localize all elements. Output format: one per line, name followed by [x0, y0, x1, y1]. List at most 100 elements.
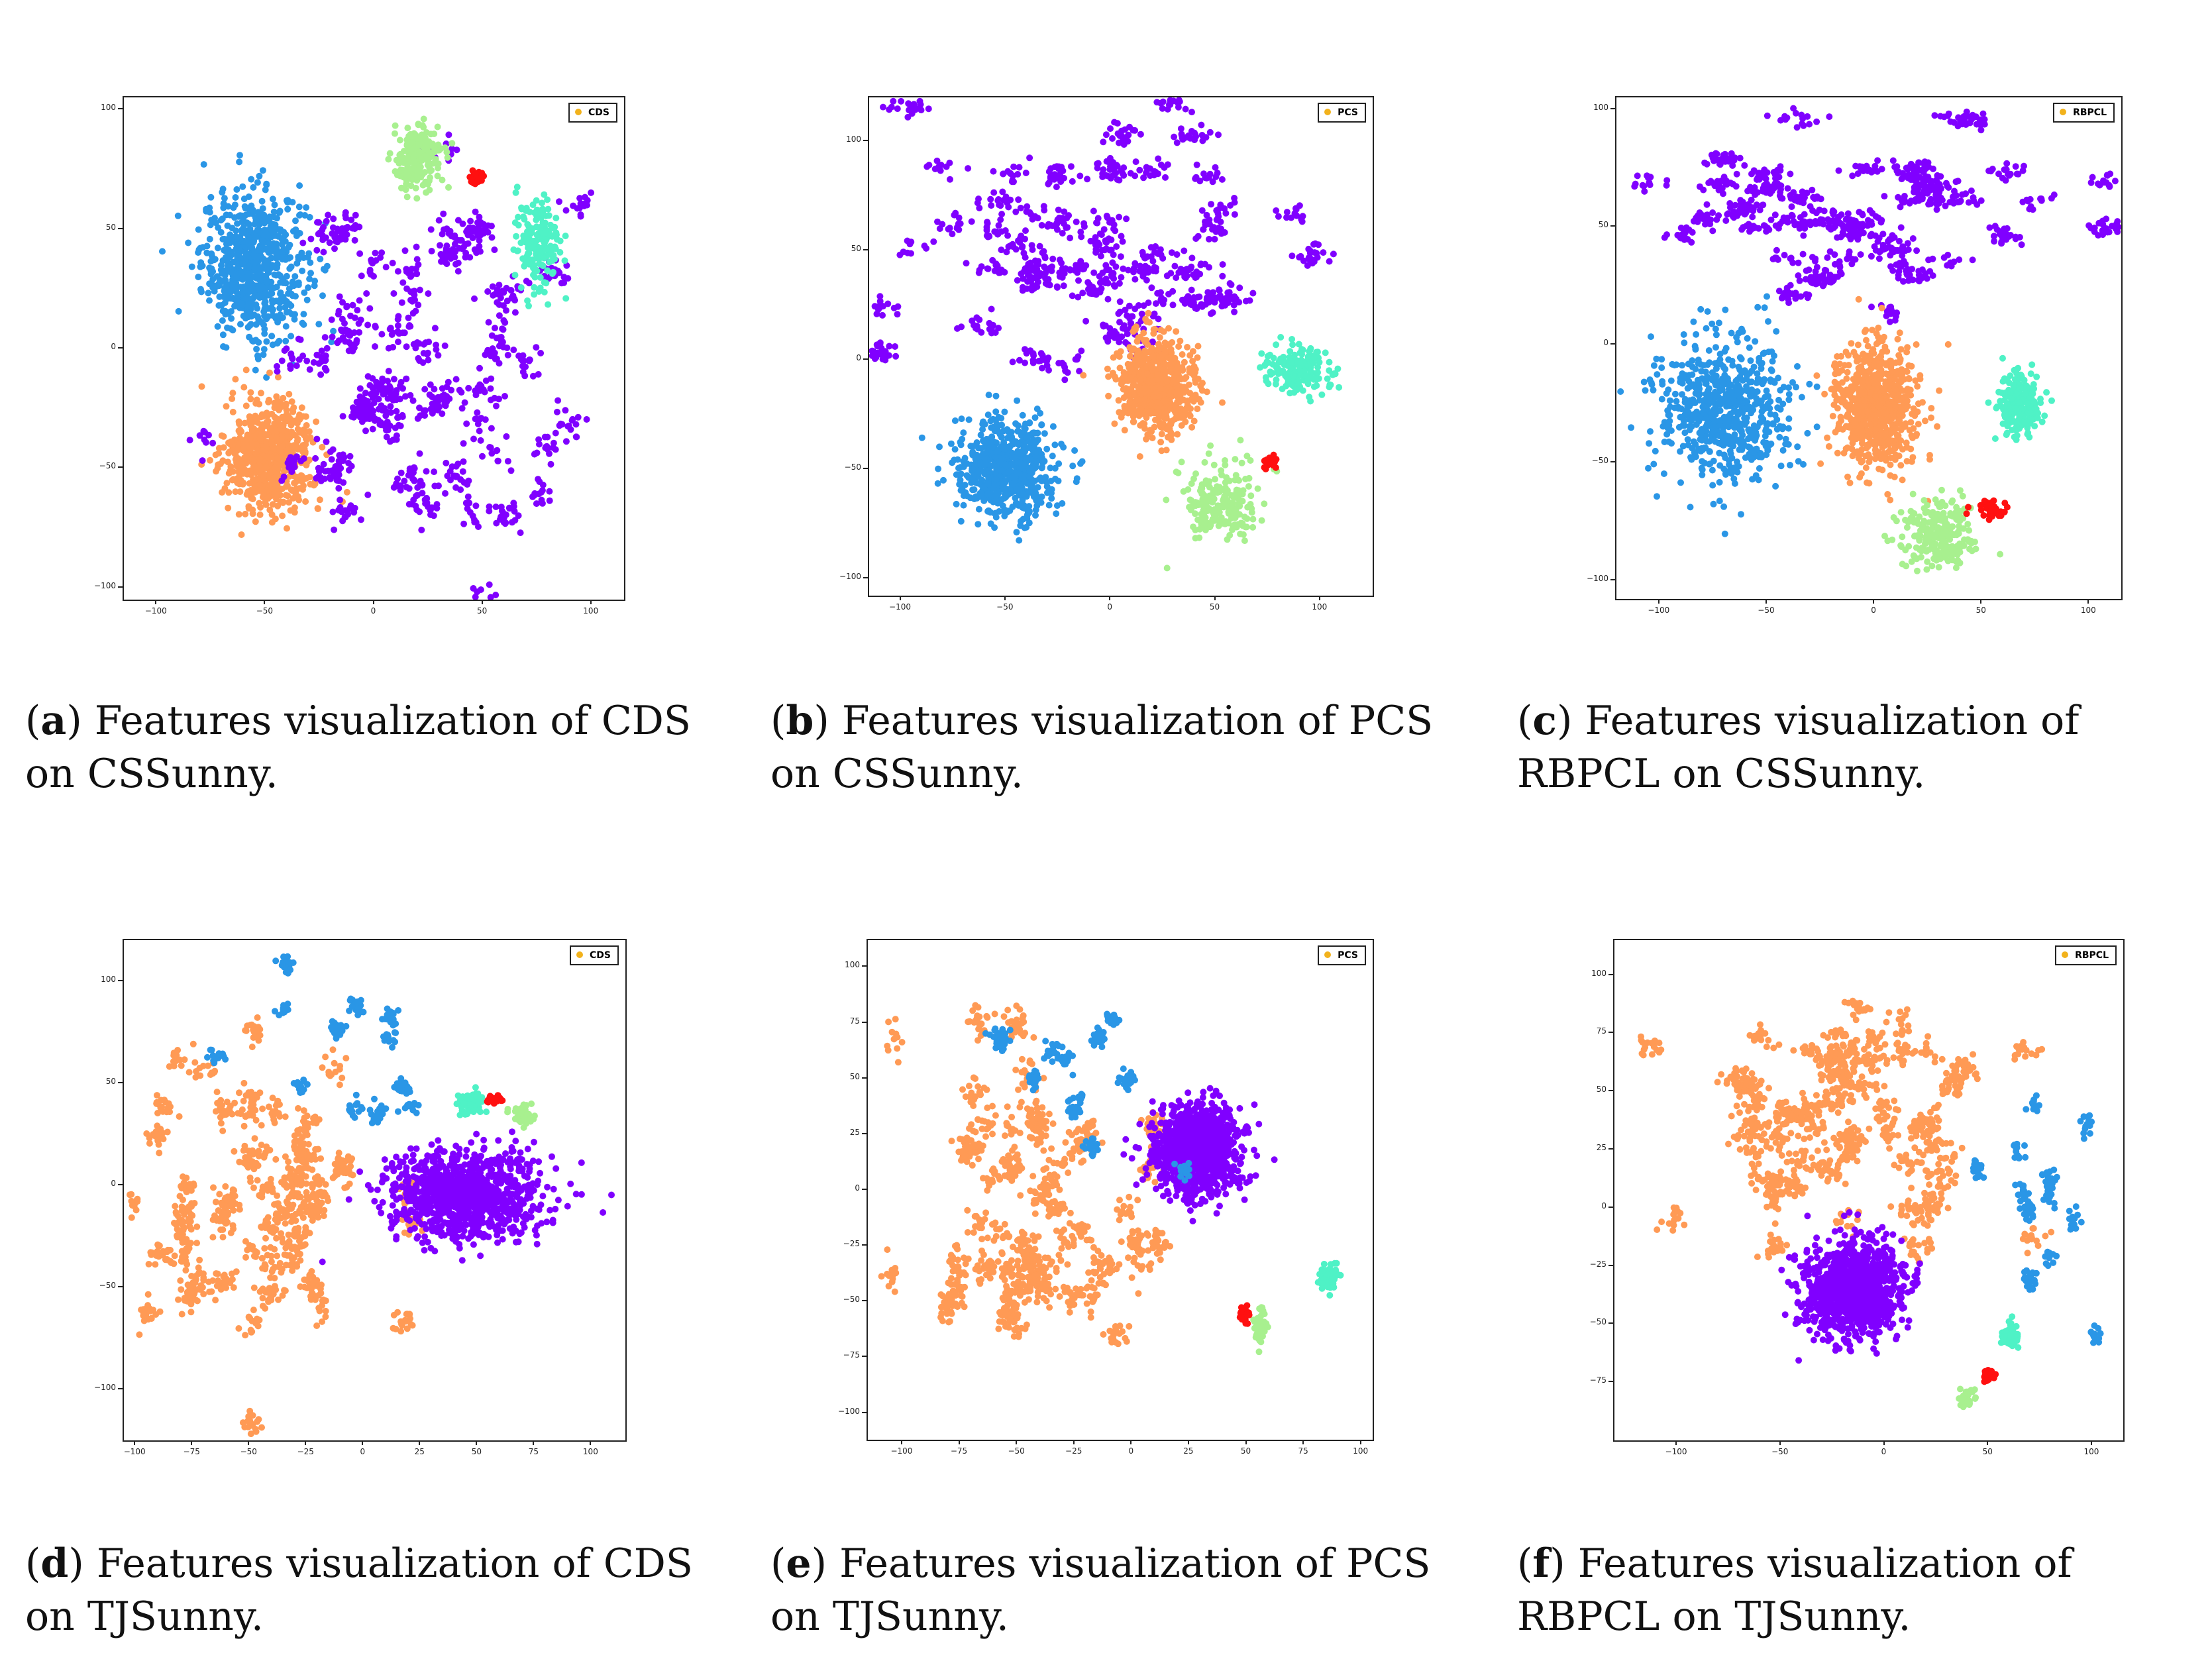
- scatter-point: [389, 260, 396, 266]
- scatter-point: [1157, 251, 1165, 258]
- scatter-point: [996, 431, 1004, 438]
- scatter-point: [395, 339, 401, 345]
- scatter-point: [278, 357, 286, 364]
- scatter-point: [459, 468, 466, 475]
- scatter-point: [406, 322, 413, 329]
- scatter-point: [1309, 260, 1316, 267]
- scatter-point: [284, 459, 291, 466]
- scatter-point: [356, 385, 364, 392]
- scatter-point: [377, 254, 384, 261]
- scatter-point: [454, 217, 462, 224]
- scatter-point: [394, 328, 401, 335]
- scatter-point: [912, 106, 919, 113]
- scatter-point: [260, 472, 267, 479]
- scatter-point: [1020, 268, 1027, 275]
- scatter-point: [429, 142, 437, 150]
- scatter-point: [323, 438, 330, 445]
- scatter-point: [403, 484, 410, 491]
- scatter-point: [284, 199, 291, 206]
- scatter-point: [1073, 262, 1080, 269]
- scatter-point: [276, 485, 283, 492]
- scatter-point: [268, 410, 276, 417]
- scatter-point: [1053, 184, 1060, 191]
- scatter-point: [499, 288, 506, 295]
- scatter-point: [289, 406, 296, 413]
- scatter-point: [1115, 397, 1122, 404]
- scatter-point: [553, 215, 560, 222]
- scatter-point: [1198, 260, 1204, 268]
- scatter-point: [1145, 355, 1152, 362]
- scatter-point: [498, 338, 505, 345]
- scatter-point: [1122, 126, 1129, 133]
- scatter-point: [496, 282, 503, 289]
- scatter-point: [447, 227, 454, 235]
- scatter-point: [268, 511, 276, 518]
- scatter-point: [466, 509, 474, 516]
- caption-letter: a: [40, 698, 67, 744]
- scatter-point: [1116, 319, 1123, 326]
- scatter-point: [991, 524, 998, 531]
- y-tick-label: 50: [105, 222, 116, 232]
- scatter-point: [998, 246, 1005, 254]
- scatter-point: [303, 204, 310, 211]
- scatter-point: [268, 304, 275, 311]
- scatter-point: [1102, 262, 1110, 269]
- scatter-point: [264, 313, 272, 320]
- scatter-point: [1128, 313, 1135, 320]
- scatter-point: [1149, 258, 1157, 265]
- scatter-point: [206, 235, 213, 242]
- scatter-point: [1171, 262, 1179, 270]
- scatter-point: [1007, 433, 1014, 441]
- scatter-point: [479, 453, 486, 460]
- scatter-point: [273, 263, 280, 270]
- scatter-point: [1029, 246, 1036, 253]
- scatter-point: [441, 258, 448, 266]
- scatter-point: [504, 458, 511, 465]
- scatter-point: [952, 209, 959, 217]
- scatter-point: [319, 292, 326, 299]
- scatter-point: [299, 239, 307, 246]
- scatter-point: [1026, 519, 1033, 527]
- scatter-point: [375, 396, 382, 403]
- scatter-point: [330, 466, 337, 474]
- scatter-point: [1186, 368, 1193, 376]
- scatter-point: [936, 443, 943, 451]
- scatter-point: [448, 463, 456, 470]
- scatter-point: [409, 397, 417, 404]
- scatter-point: [529, 372, 537, 380]
- scatter-point: [433, 346, 440, 353]
- scatter-point: [1080, 372, 1087, 379]
- scatter-point: [232, 376, 239, 383]
- scatter-point: [282, 492, 290, 499]
- scatter-point: [1078, 347, 1085, 354]
- scatter-point: [994, 447, 1002, 454]
- scatter-point: [227, 231, 234, 239]
- scatter-point: [537, 208, 545, 215]
- scatter-point: [1092, 249, 1100, 256]
- scatter-point: [411, 465, 418, 472]
- scatter-point: [1133, 351, 1140, 358]
- scatter-point: [1140, 302, 1147, 309]
- scatter-point: [1137, 131, 1144, 138]
- scatter-point: [339, 517, 346, 525]
- scatter-point: [420, 138, 427, 145]
- scatter-point: [269, 221, 276, 228]
- scatter-point: [1206, 216, 1213, 223]
- scatter-point: [554, 408, 560, 415]
- scatter-point: [402, 186, 409, 193]
- scatter-point: [1132, 397, 1139, 404]
- scatter-point: [482, 416, 489, 423]
- scatter-point: [420, 115, 427, 123]
- scatter-point: [242, 205, 249, 212]
- scatter-point: [314, 505, 321, 512]
- scatter-point: [1043, 445, 1051, 453]
- scatter-point: [358, 402, 365, 409]
- scatter-point: [1098, 285, 1105, 292]
- scatter-point: [288, 350, 295, 357]
- scatter-point: [543, 246, 550, 253]
- scatter-point: [879, 356, 886, 363]
- scatter-point: [394, 315, 401, 323]
- scatter-point: [477, 437, 484, 444]
- scatter-point: [1048, 495, 1055, 502]
- scatter-point: [356, 297, 363, 304]
